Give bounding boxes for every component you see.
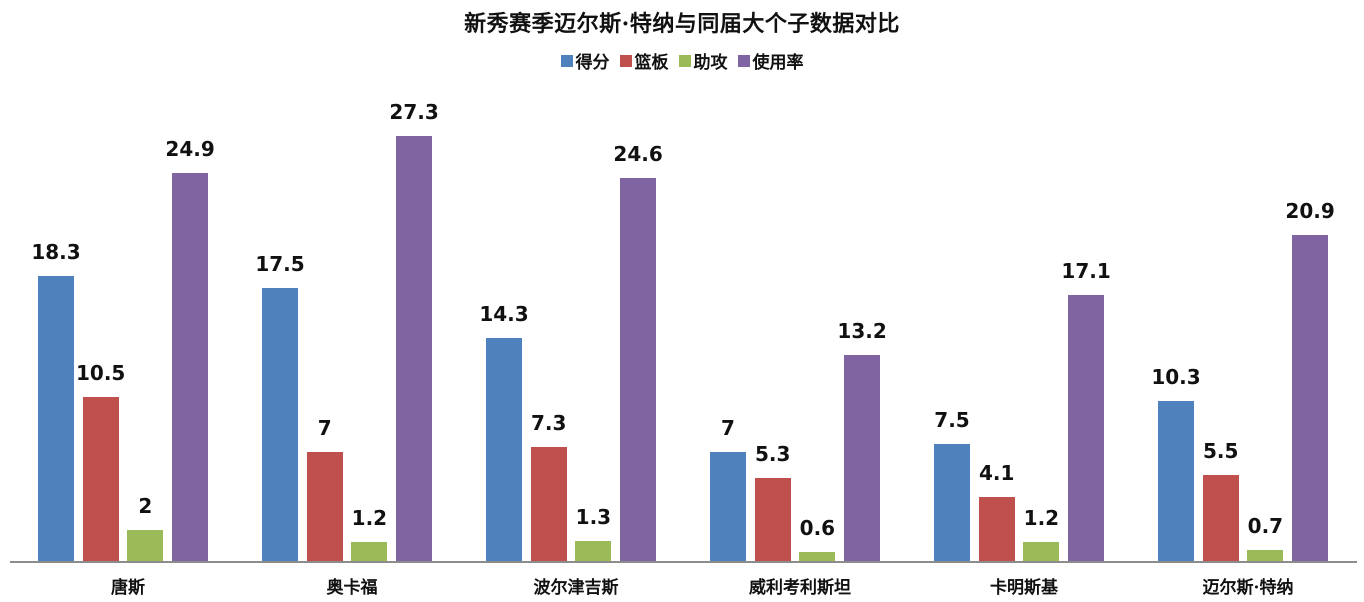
legend-swatch-icon <box>619 54 632 67</box>
data-label: 27.3 <box>389 99 439 124</box>
legend-swatch-icon <box>737 54 750 67</box>
data-label: 17.1 <box>1061 258 1111 283</box>
bar <box>934 444 970 561</box>
data-label: 0.6 <box>799 515 836 540</box>
data-label: 14.3 <box>479 302 529 327</box>
bar <box>1292 235 1329 561</box>
bar <box>1247 550 1284 561</box>
legend-label: 篮板 <box>634 53 669 73</box>
data-label: 1.2 <box>351 506 388 531</box>
data-label: 10.3 <box>1151 364 1201 389</box>
bar <box>1202 475 1239 561</box>
bar <box>799 551 836 561</box>
data-label: 5.5 <box>1202 439 1239 464</box>
bar <box>486 338 522 561</box>
bar <box>306 451 343 561</box>
data-label: 24.6 <box>613 141 663 166</box>
bar <box>530 447 567 561</box>
legend-item: 篮板 <box>619 48 669 73</box>
bar <box>127 529 164 561</box>
legend-swatch-icon <box>678 54 691 67</box>
legend-label: 使用率 <box>752 53 804 73</box>
x-tick-label: 卡明斯基 <box>990 578 1058 598</box>
bar <box>351 542 388 561</box>
legend-item: 使用率 <box>737 48 804 73</box>
bar <box>575 540 612 561</box>
x-tick-label: 迈尔斯·特纳 <box>1202 578 1294 598</box>
bar <box>38 275 74 561</box>
data-label: 7 <box>317 415 332 440</box>
legend: 得分 篮板 助攻 使用率 <box>0 48 1364 73</box>
data-label: 18.3 <box>31 239 81 264</box>
data-label: 1.3 <box>575 504 612 529</box>
bar <box>754 478 791 561</box>
legend-label: 得分 <box>575 53 610 73</box>
bar <box>82 397 119 561</box>
data-label: 7 <box>721 415 735 440</box>
x-tick-label: 唐斯 <box>111 578 145 598</box>
bar <box>620 177 657 561</box>
data-label: 0.7 <box>1247 514 1284 539</box>
legend-item: 助攻 <box>678 48 728 73</box>
data-label: 5.3 <box>754 442 791 467</box>
legend-item: 得分 <box>560 48 610 73</box>
data-label: 17.5 <box>255 252 305 277</box>
chart-title: 新秀赛季迈尔斯·特纳与同届大个子数据对比 <box>464 11 900 37</box>
bar <box>172 173 209 561</box>
data-label: 7.3 <box>530 411 567 436</box>
bar <box>1068 294 1105 561</box>
data-label: 1.2 <box>1023 506 1060 531</box>
bar <box>262 288 298 561</box>
data-label: 2 <box>138 493 153 518</box>
bar <box>978 497 1015 561</box>
bar <box>710 451 746 561</box>
data-label: 7.5 <box>934 408 970 433</box>
bar <box>1158 400 1194 561</box>
data-label: 13.2 <box>837 319 887 344</box>
legend-swatch-icon <box>560 54 573 67</box>
data-label: 10.5 <box>76 361 126 386</box>
bar <box>844 355 881 561</box>
x-axis-line <box>10 561 1357 563</box>
bar <box>1023 542 1060 561</box>
x-tick-label: 威利考利斯坦 <box>749 578 851 598</box>
bar <box>396 135 433 561</box>
data-label: 20.9 <box>1285 199 1335 224</box>
data-label: 4.1 <box>978 461 1015 486</box>
x-tick-label: 奥卡福 <box>326 578 378 598</box>
data-label: 24.9 <box>165 137 215 162</box>
legend-label: 助攻 <box>693 53 728 73</box>
x-tick-label: 波尔津吉斯 <box>533 578 619 598</box>
